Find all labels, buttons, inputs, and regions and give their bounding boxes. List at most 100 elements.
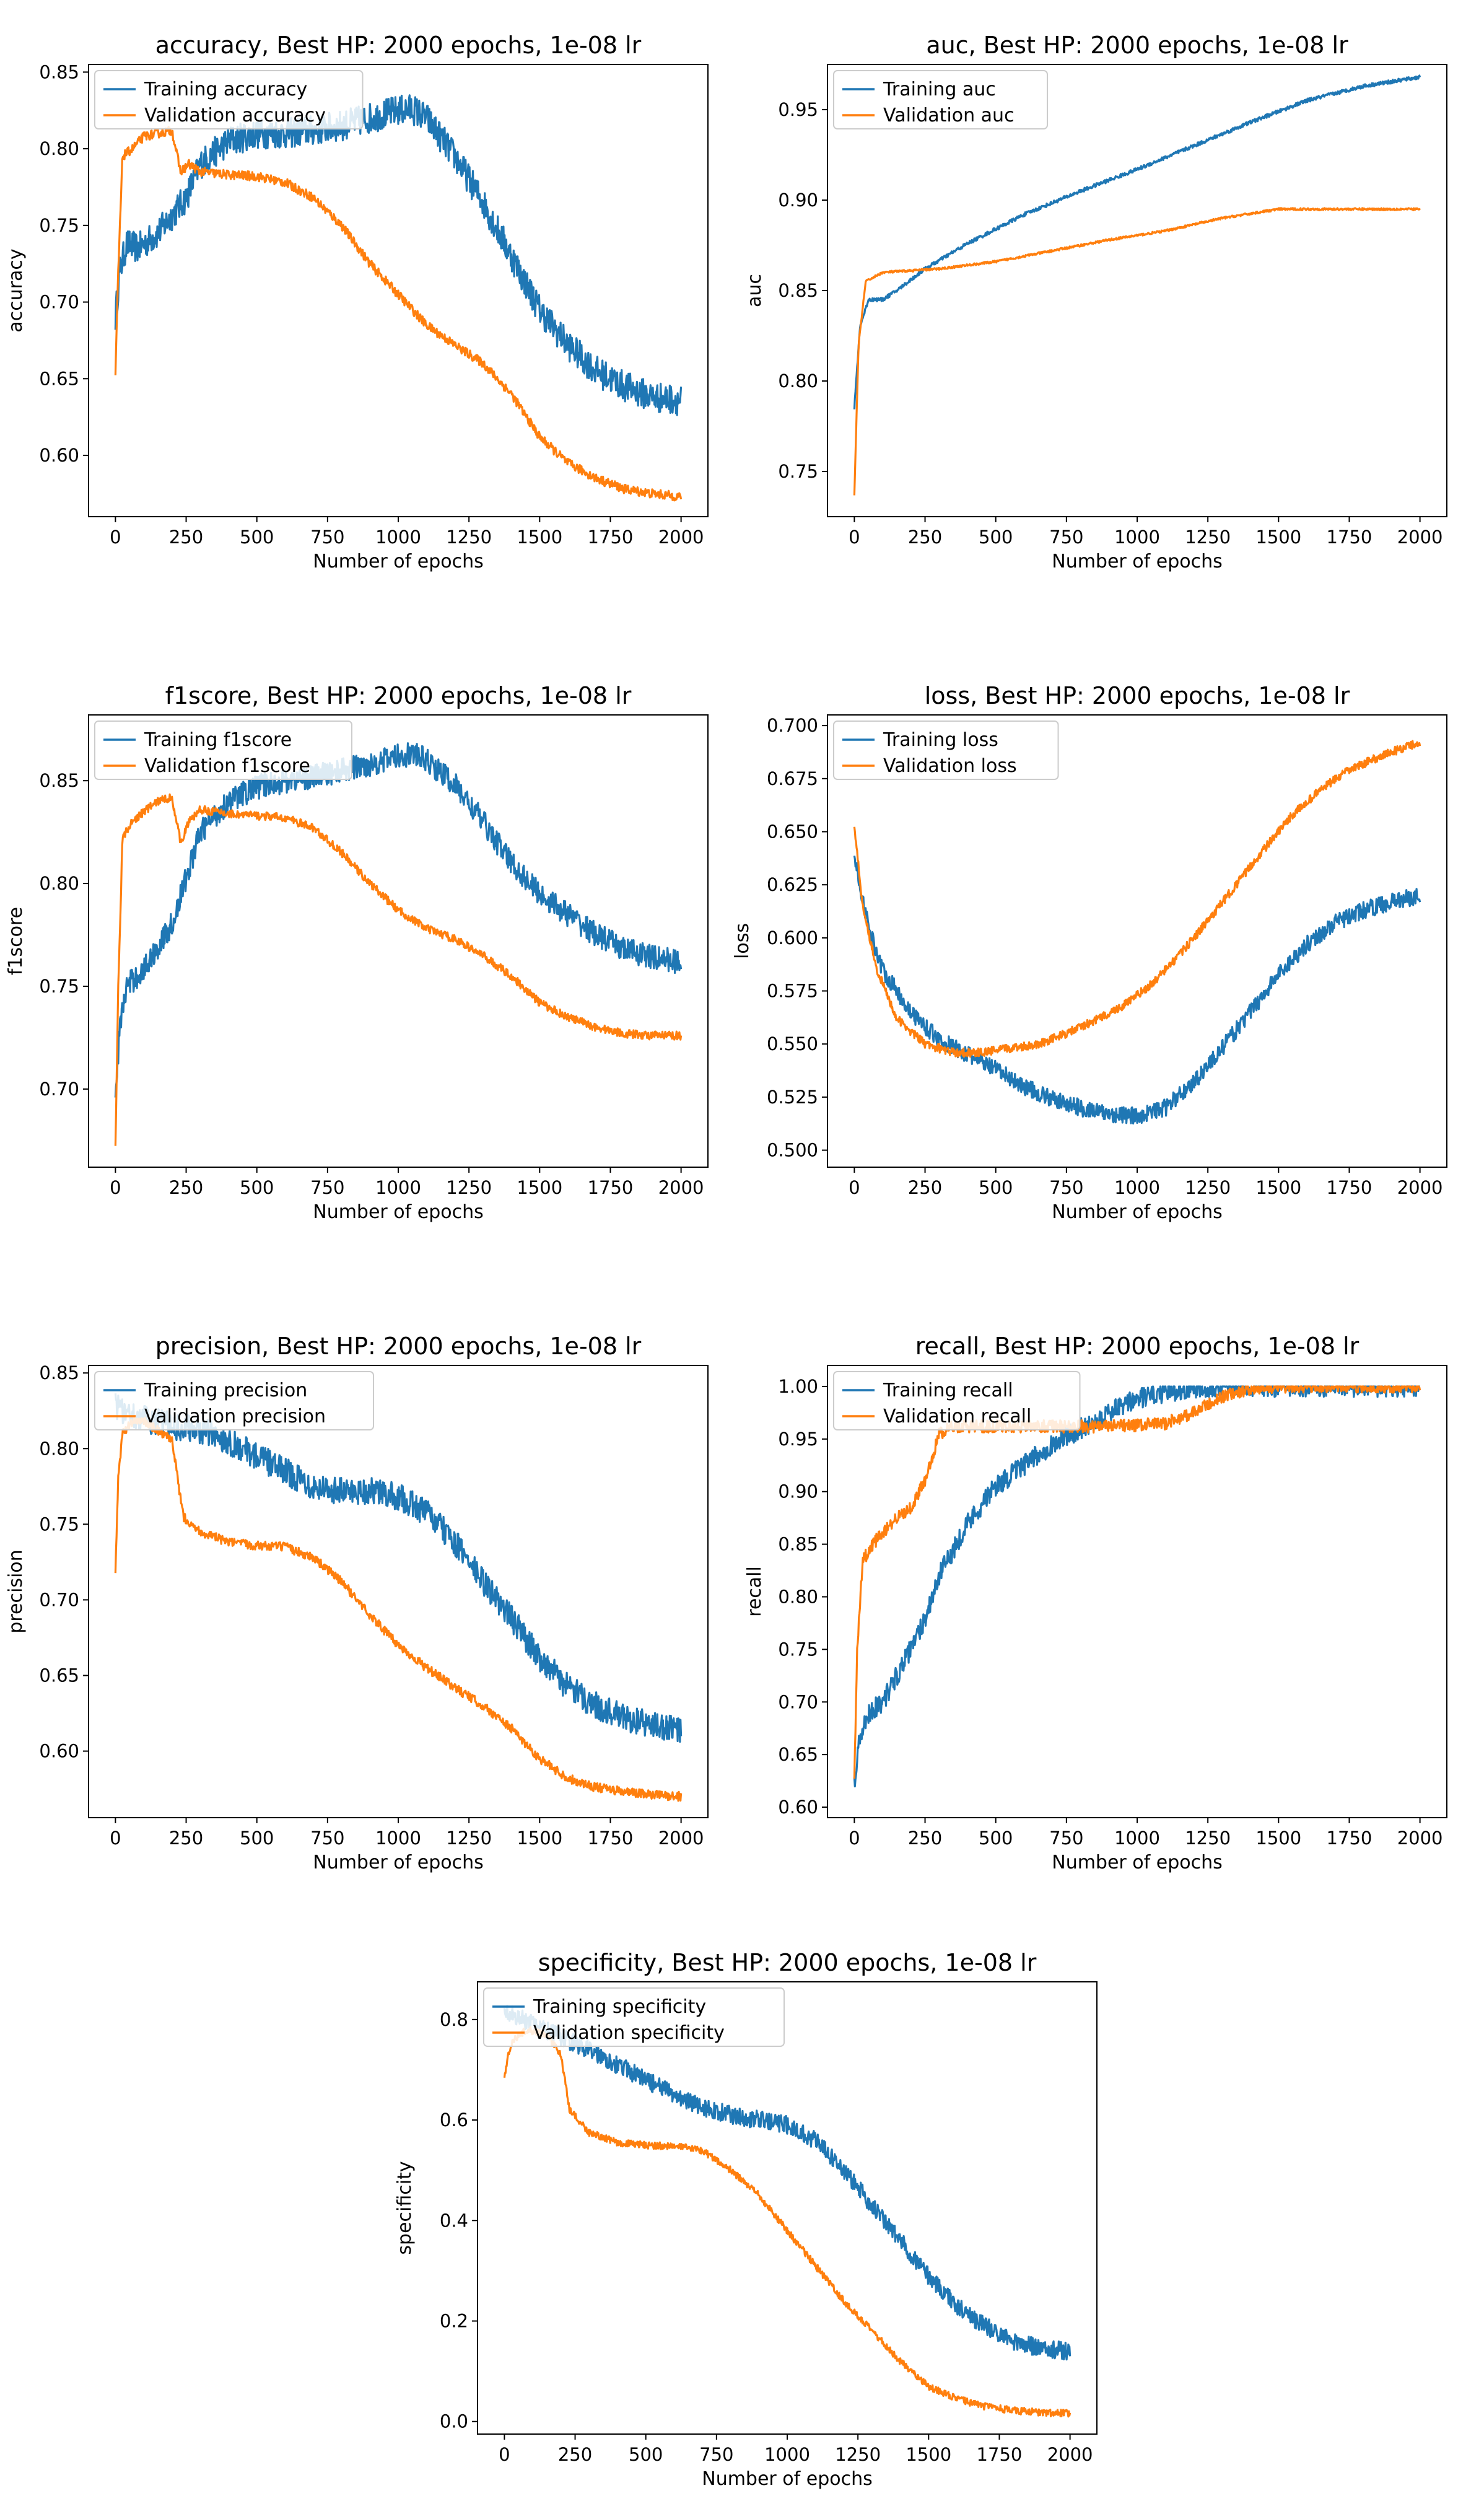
x-tick-label: 250 <box>908 1828 942 1849</box>
y-tick-label: 0.95 <box>778 99 818 120</box>
x-tick-label: 1250 <box>835 2444 881 2465</box>
y-tick-label: 0.75 <box>39 976 79 997</box>
x-tick-label: 250 <box>558 2444 592 2465</box>
x-tick-label: 0 <box>849 527 860 548</box>
y-tick-label: 0.575 <box>767 981 818 1002</box>
y-axis-label: f1score <box>5 907 27 975</box>
chart-loss: loss, Best HP: 2000 epochs, 1e-08 lr 0 250… <box>731 682 1447 1223</box>
x-tick-label: 1750 <box>1327 527 1373 548</box>
x-tick-label: 2000 <box>658 1828 704 1849</box>
legend-label: Training auc <box>883 79 996 100</box>
legend: Training recall Validation recall <box>833 1371 1081 1430</box>
y-tick-label: 0.70 <box>39 292 79 313</box>
x-tick-label: 250 <box>169 1177 203 1198</box>
y-tick-label: 0.70 <box>39 1079 79 1100</box>
y-tick-label: 0.60 <box>39 445 79 466</box>
x-tick-label: 500 <box>979 527 1013 548</box>
x-tick-label: 1500 <box>1255 1177 1301 1198</box>
y-tick-label: 0.85 <box>778 1534 818 1555</box>
legend: Training precision Validation precision <box>94 1371 374 1430</box>
x-tick-label: 1500 <box>517 1177 562 1198</box>
chart-accuracy: accuracy, Best HP: 2000 epochs, 1e-08 lr… <box>5 32 709 572</box>
x-axis-label: Number of epochs <box>702 2468 873 2490</box>
x-tick-label: 500 <box>240 1177 274 1198</box>
x-tick-label: 1750 <box>588 1828 634 1849</box>
x-tick-label: 500 <box>240 1828 274 1849</box>
x-tick-label: 250 <box>908 1177 942 1198</box>
x-tick-label: 500 <box>240 527 274 548</box>
legend-label: Validation f1score <box>144 755 310 777</box>
y-tick-label: 0.85 <box>39 1362 79 1383</box>
x-tick-label: 2000 <box>1397 527 1443 548</box>
y-tick-label: 0.80 <box>39 873 79 894</box>
series-line-validation <box>114 126 683 502</box>
legend-label: Training loss <box>883 729 998 751</box>
x-axis-label: Number of epochs <box>1052 1852 1223 1873</box>
legend-box <box>833 1371 1081 1430</box>
x-tick-label: 1500 <box>517 1828 562 1849</box>
legend: Training specificity Validation specifici… <box>483 1987 785 2047</box>
y-tick-label: 0.625 <box>767 874 818 895</box>
x-tick-label: 250 <box>169 1828 203 1849</box>
legend: Training auc Validation auc <box>833 70 1048 129</box>
series-line-training <box>114 742 683 1098</box>
plot-frame <box>827 714 1447 1168</box>
x-tick-label: 1500 <box>1255 1828 1301 1849</box>
x-tick-label: 500 <box>979 1828 1013 1849</box>
y-tick-label: 0.85 <box>39 61 79 82</box>
y-tick-label: 0.65 <box>39 1665 79 1686</box>
chart-recall: recall, Best HP: 2000 epochs, 1e-08 lr 0 2… <box>744 1333 1447 1873</box>
x-tick-label: 0 <box>110 1177 121 1198</box>
legend-label: Validation loss <box>883 755 1017 777</box>
series-line-training <box>853 856 1421 1125</box>
legend-box <box>94 70 364 129</box>
legend: Training loss Validation loss <box>833 720 1059 780</box>
chart-auc: auc, Best HP: 2000 epochs, 1e-08 lr 0 250 5… <box>744 32 1447 572</box>
chart-title: f1score, Best HP: 2000 epochs, 1e-08 lr <box>165 682 632 709</box>
legend: Training f1score Validation f1score <box>94 720 352 780</box>
x-tick-label: 1250 <box>1185 1828 1231 1849</box>
series-line-validation <box>114 1416 683 1802</box>
x-tick-label: 1250 <box>446 1177 492 1198</box>
x-tick-label: 750 <box>310 1177 344 1198</box>
y-axis-label: recall <box>744 1566 766 1617</box>
x-tick-label: 500 <box>979 1177 1013 1198</box>
x-tick-label: 0 <box>110 1828 121 1849</box>
x-tick-label: 1250 <box>446 527 492 548</box>
x-tick-label: 1500 <box>517 527 562 548</box>
y-tick-label: 0.8 <box>440 2009 468 2030</box>
y-tick-label: 1.00 <box>778 1376 818 1397</box>
y-axis-label: accuracy <box>5 248 27 332</box>
x-tick-label: 0 <box>499 2444 510 2465</box>
x-tick-label: 1750 <box>977 2444 1023 2465</box>
x-tick-label: 1750 <box>1327 1828 1373 1849</box>
y-tick-label: 0.65 <box>778 1744 818 1765</box>
y-axis-label: loss <box>731 923 753 959</box>
y-tick-label: 0.75 <box>778 1639 818 1660</box>
x-tick-label: 500 <box>629 2444 663 2465</box>
y-tick-label: 0.75 <box>39 215 79 236</box>
x-tick-label: 1750 <box>588 527 634 548</box>
plot-frame <box>827 64 1447 517</box>
y-tick-label: 0.0 <box>440 2411 468 2432</box>
legend-box <box>94 1371 374 1430</box>
x-tick-label: 250 <box>169 527 203 548</box>
x-tick-label: 1250 <box>1185 527 1231 548</box>
y-tick-label: 0.90 <box>778 190 818 211</box>
y-tick-label: 0.500 <box>767 1140 818 1161</box>
x-tick-label: 1000 <box>375 527 421 548</box>
chart-title: specificity, Best HP: 2000 epochs, 1e-08… <box>538 1949 1037 1976</box>
x-tick-label: 0 <box>849 1828 860 1849</box>
y-axis-label: precision <box>5 1549 27 1633</box>
series-line-training <box>114 94 683 416</box>
legend-box <box>833 720 1059 780</box>
chart-title: loss, Best HP: 2000 epochs, 1e-08 lr <box>925 682 1350 709</box>
legend-label: Validation recall <box>883 1406 1031 1427</box>
legend-label: Training f1score <box>144 729 292 751</box>
chart-title: auc, Best HP: 2000 epochs, 1e-08 lr <box>926 32 1348 59</box>
legend-label: Training specificity <box>533 1996 706 2018</box>
y-tick-label: 0.550 <box>767 1033 818 1054</box>
x-tick-label: 250 <box>908 527 942 548</box>
y-tick-label: 0.85 <box>778 280 818 301</box>
chart-title: precision, Best HP: 2000 epochs, 1e-08 l… <box>155 1333 642 1360</box>
